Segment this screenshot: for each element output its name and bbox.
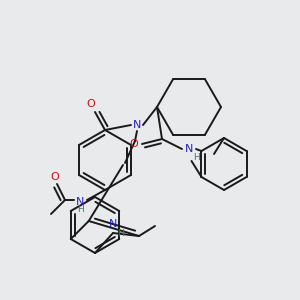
Text: O: O [87, 99, 95, 109]
Text: O: O [130, 139, 138, 149]
Text: N: N [76, 197, 84, 207]
Text: N: N [185, 144, 193, 154]
Text: N: N [133, 120, 141, 130]
Text: H: H [193, 152, 200, 161]
Text: H: H [76, 206, 83, 214]
Text: O: O [51, 172, 59, 182]
Text: N: N [109, 219, 117, 229]
Text: H: H [118, 229, 124, 238]
